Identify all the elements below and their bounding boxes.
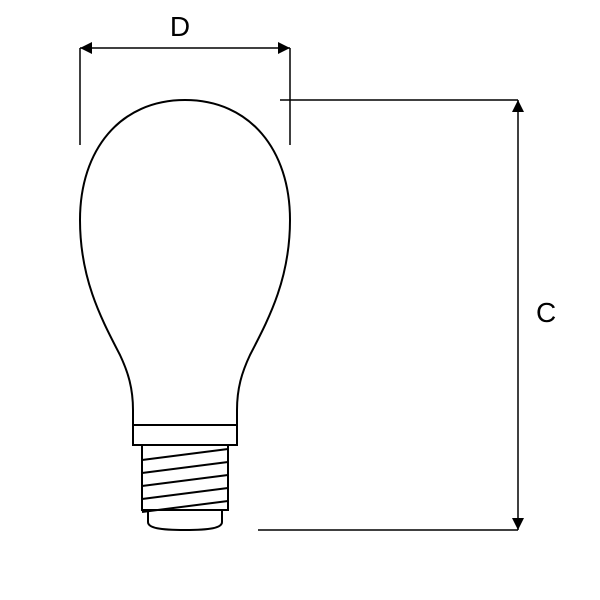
bulb-dimension-diagram: DC <box>0 0 600 600</box>
dim-d-label: D <box>170 11 190 42</box>
dim-c-label: C <box>536 297 556 328</box>
